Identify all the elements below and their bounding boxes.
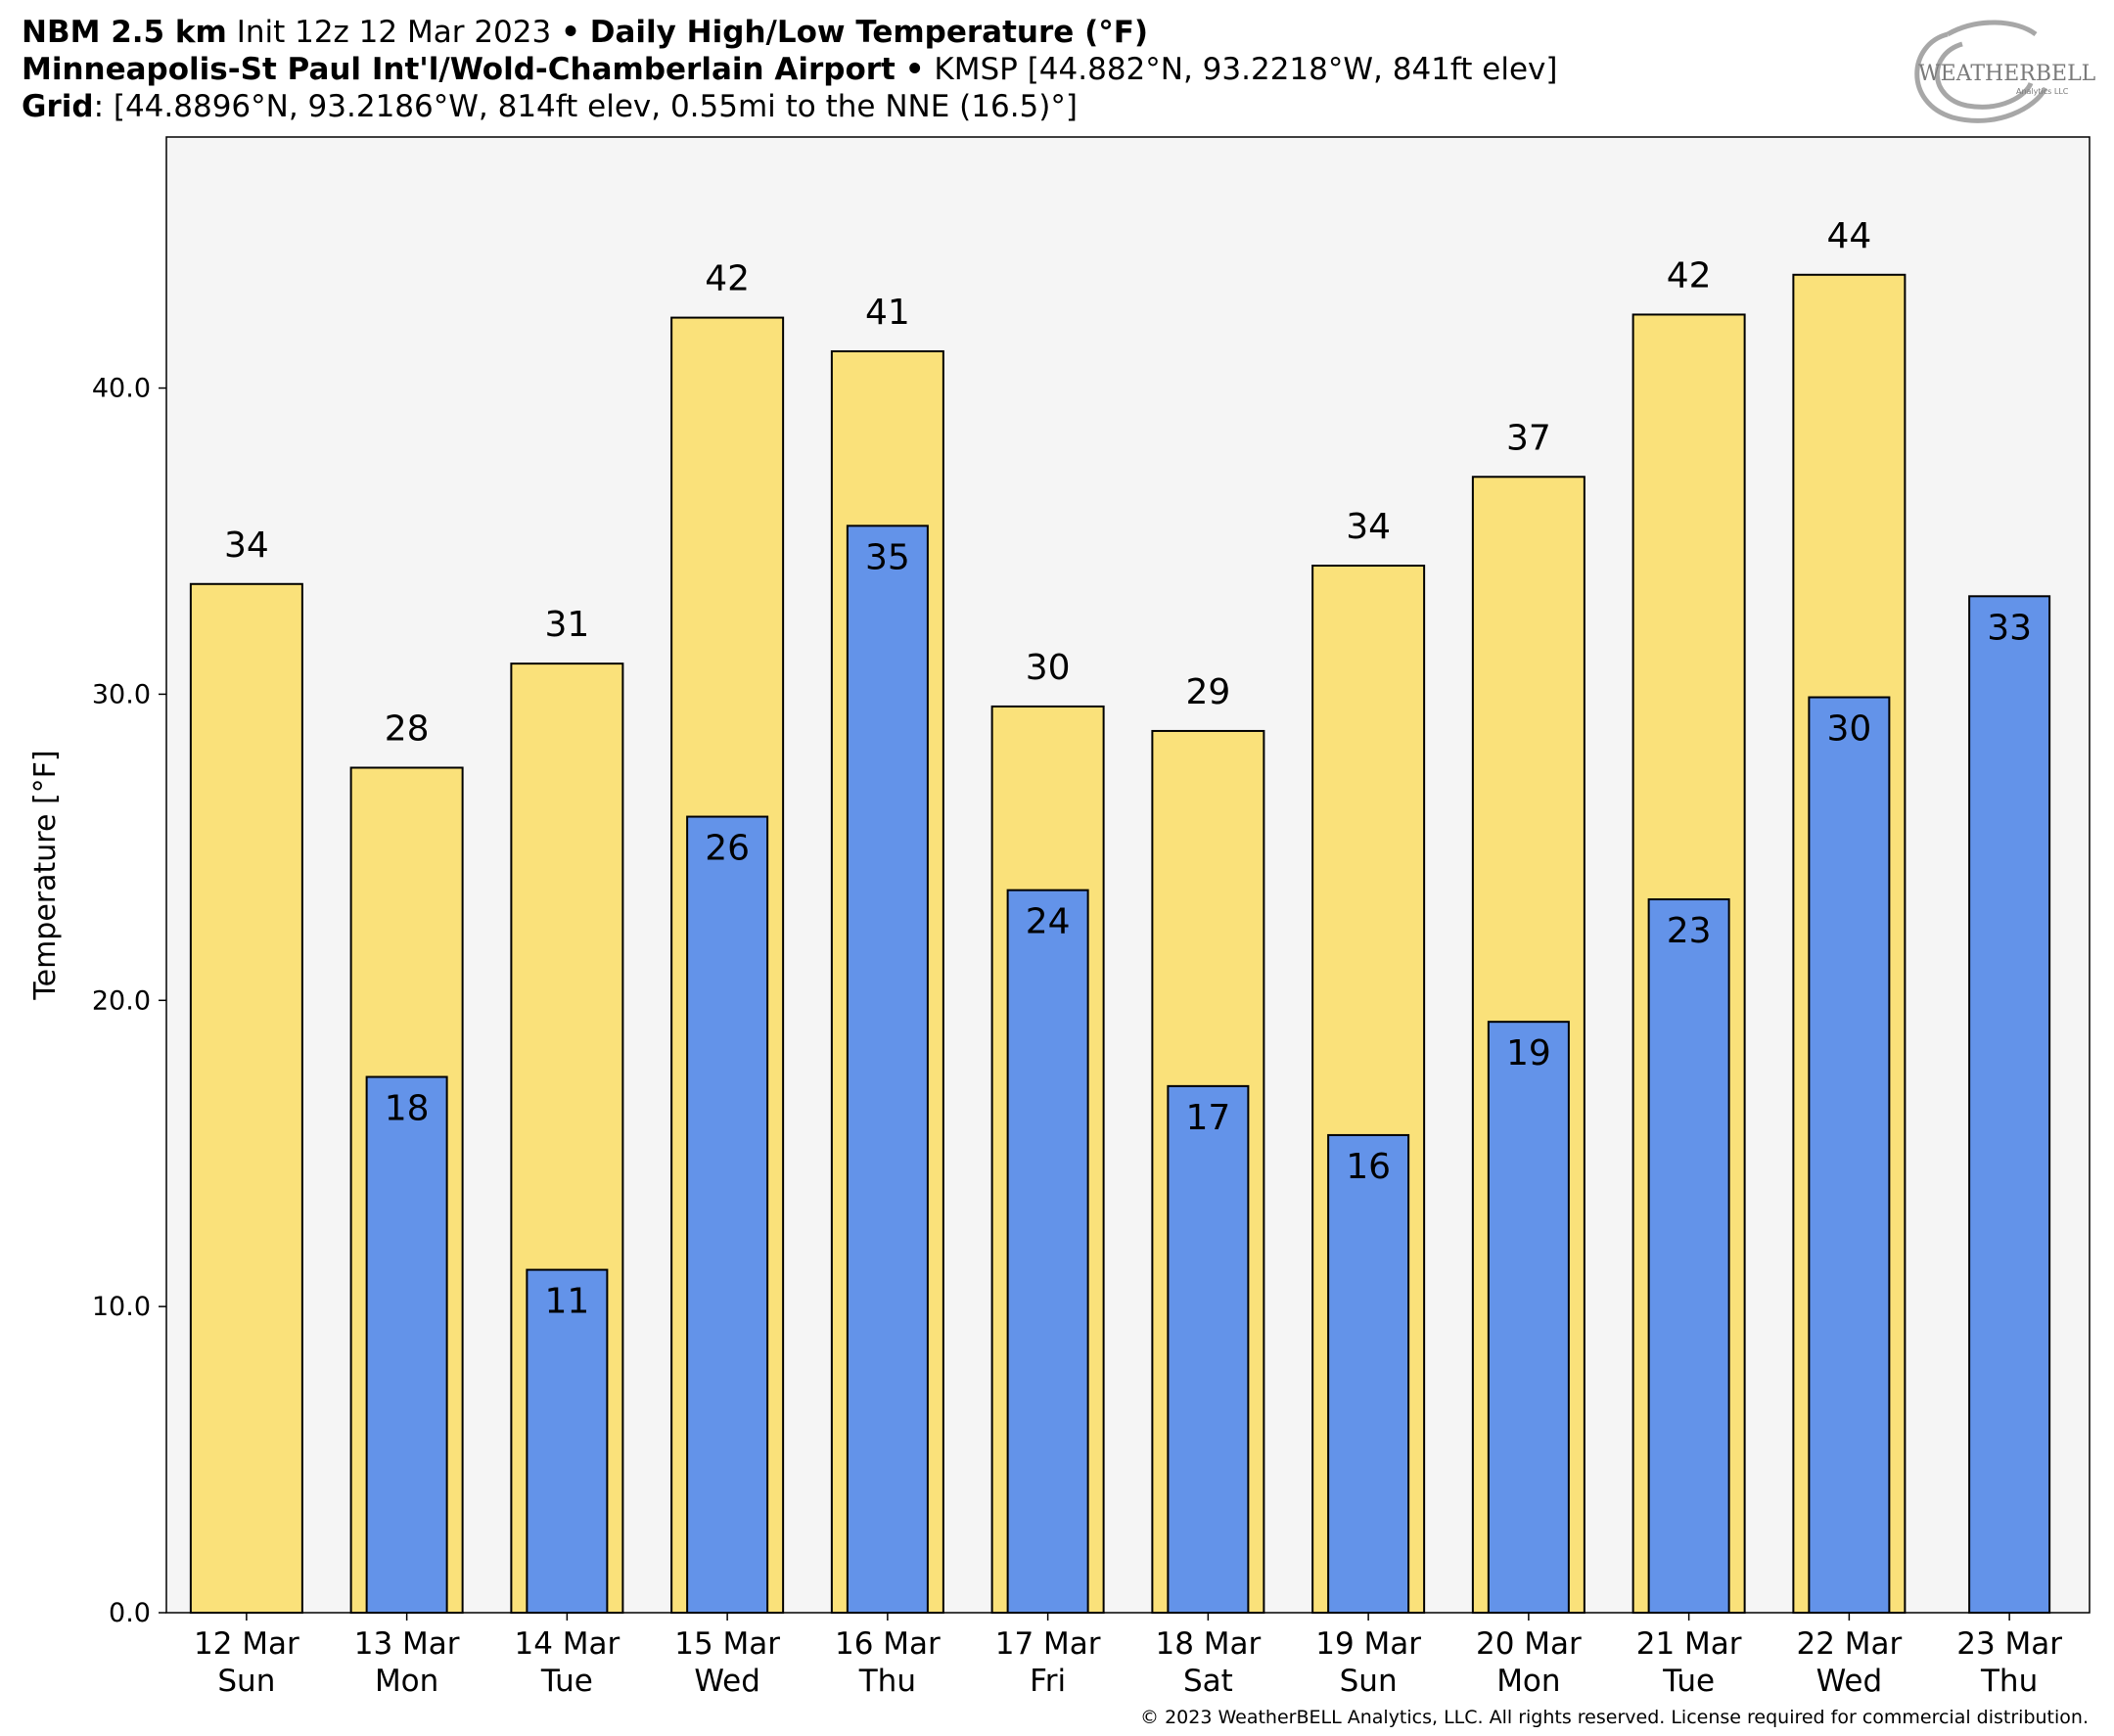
low-temp-bar: [1167, 1084, 1250, 1614]
x-tick-label-day: Sun: [1340, 1664, 1398, 1699]
low-temp-bar: [1647, 898, 1730, 1614]
header-line-2: Minneapolis-St Paul Int'l/Wold-Chamberla…: [22, 51, 1861, 88]
high-temp-label: 30: [1026, 648, 1071, 688]
low-temp-bar: [1808, 696, 1891, 1614]
y-tick-label: 0.0: [109, 1598, 151, 1628]
low-temp-label: 19: [1506, 1033, 1551, 1074]
low-temp-label: 17: [1185, 1098, 1230, 1138]
x-tick-label-day: Sun: [217, 1664, 275, 1699]
low-temp-label: 35: [865, 537, 910, 577]
high-temp-bar: [189, 582, 303, 1615]
low-temp-bar: [686, 815, 769, 1614]
high-temp-label: 44: [1826, 216, 1871, 256]
logo-subtext: Analytics LLC: [2016, 87, 2069, 96]
x-tick-label-date: 15 Mar: [674, 1626, 780, 1662]
copyright-notice: © 2023 WeatherBELL Analytics, LLC. All r…: [1140, 1707, 2089, 1728]
station-name: Minneapolis-St Paul Int'l/Wold-Chamberla…: [22, 52, 896, 87]
low-temp-label: 24: [1026, 902, 1071, 942]
x-tick-label-day: Mon: [1496, 1664, 1560, 1699]
x-tick-label-day: Fri: [1030, 1664, 1066, 1699]
x-tick-label-date: 12 Mar: [194, 1626, 299, 1662]
low-temp-bar: [1006, 889, 1089, 1614]
y-tick-label: 40.0: [92, 374, 151, 404]
data-labels: 34 28 18 31 11 42 26 41 35 30 24 29 17 34 16 37 19 42 23 44…: [224, 216, 2032, 1322]
low-bars: [365, 525, 2051, 1615]
y-tick-label: 20.0: [92, 985, 151, 1016]
x-tick-label-date: 20 Mar: [1476, 1626, 1582, 1662]
bullet-separator: •: [904, 52, 925, 87]
model-name: NBM 2.5 km: [22, 15, 227, 50]
low-temp-label: 26: [705, 829, 750, 869]
grid-meta: : [44.8896°N, 93.2186°W, 814ft elev, 0.5…: [93, 89, 1078, 124]
x-tick-label-date: 18 Mar: [1155, 1626, 1261, 1662]
x-tick-label-day: Thu: [858, 1664, 916, 1699]
x-tick-label-day: Wed: [694, 1664, 760, 1699]
x-tick-label-day: Thu: [1980, 1664, 2038, 1699]
low-temp-bar: [526, 1268, 609, 1615]
low-temp-label: 33: [1987, 608, 2032, 648]
y-axis-label: Temperature [°F]: [28, 750, 63, 1000]
weatherbell-logo: WEATHERBELL Analytics LLC: [1914, 20, 2096, 123]
x-tick-label-date: 14 Mar: [514, 1626, 620, 1662]
x-tick-label-date: 19 Mar: [1315, 1626, 1421, 1662]
low-temp-label: 18: [385, 1088, 430, 1128]
high-temp-label: 31: [544, 605, 589, 645]
y-axis: 0.0 10.0 20.0 30.0 40.0: [92, 374, 166, 1628]
high-temp-label: 34: [224, 525, 269, 566]
high-temp-label: 37: [1506, 418, 1551, 458]
high-temp-label: 42: [1667, 255, 1712, 296]
plot-frame: [165, 136, 2091, 1614]
bullet-separator: •: [561, 15, 580, 50]
x-tick-label-date: 16 Mar: [835, 1626, 941, 1662]
plot-area: [166, 137, 2090, 1613]
low-temp-label: 23: [1667, 911, 1712, 951]
x-tick-label-date: 17 Mar: [995, 1626, 1101, 1662]
station-meta: KMSP [44.882°N, 93.2218°W, 841ft elev]: [934, 52, 1558, 87]
x-tick-label-date: 21 Mar: [1636, 1626, 1742, 1662]
low-temp-label: 11: [544, 1282, 589, 1322]
low-temp-bar: [846, 525, 929, 1615]
low-temp-bar: [1327, 1133, 1410, 1614]
x-tick-label-date: 23 Mar: [1956, 1626, 2062, 1662]
x-tick-label-day: Sat: [1183, 1664, 1233, 1699]
low-temp-label: 16: [1346, 1147, 1391, 1187]
low-temp-bar: [1487, 1021, 1570, 1615]
high-temp-label: 29: [1185, 672, 1230, 712]
logo-text: WEATHERBELL: [1918, 62, 2096, 86]
high-temp-label: 42: [705, 259, 750, 299]
header-line-1: NBM 2.5 km Init 12z 12 Mar 2023 • Daily …: [22, 14, 1861, 51]
low-temp-label: 30: [1826, 709, 1871, 750]
product-title: Daily High/Low Temperature (°F): [589, 15, 1149, 50]
x-tick-label-day: Wed: [1816, 1664, 1883, 1699]
init-time: Init 12z 12 Mar 2023: [236, 15, 552, 50]
grid-label: Grid: [22, 89, 94, 124]
header-line-3: Grid: [44.8896°N, 93.2186°W, 814ft elev,…: [22, 88, 1861, 125]
y-tick-label: 30.0: [92, 679, 151, 709]
y-tick-label: 10.0: [92, 1292, 151, 1322]
low-temp-bar: [1968, 595, 2051, 1615]
high-temp-label: 28: [385, 708, 430, 749]
x-tick-label-day: Mon: [375, 1664, 438, 1699]
chart-header: NBM 2.5 km Init 12z 12 Mar 2023 • Daily …: [22, 14, 1861, 125]
x-tick-label-day: Tue: [1662, 1664, 1715, 1699]
x-tick-label-date: 22 Mar: [1796, 1626, 1902, 1662]
x-tick-label-date: 13 Mar: [354, 1626, 460, 1662]
high-temp-label: 34: [1346, 507, 1391, 547]
low-temp-bar: [365, 1075, 448, 1614]
high-temp-label: 41: [865, 293, 910, 333]
x-tick-label-day: Tue: [540, 1664, 593, 1699]
